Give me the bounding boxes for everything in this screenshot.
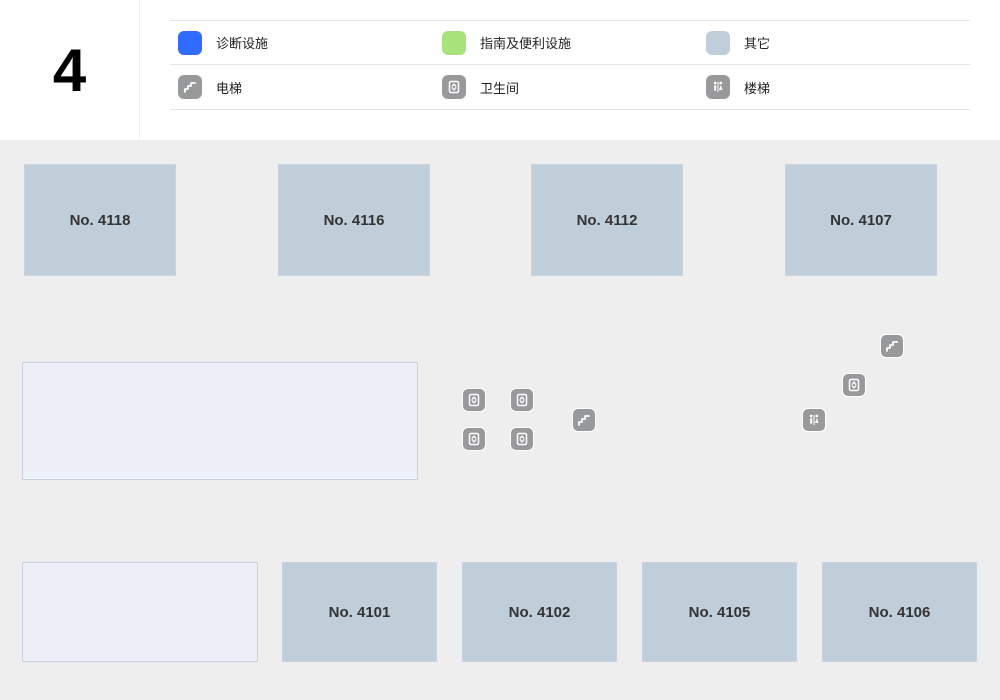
legend: 诊断设施 指南及便利设施 其它 电梯 卫生间 楼梯 bbox=[140, 0, 1000, 140]
room-label: No. 4101 bbox=[329, 604, 391, 621]
elevator-icon[interactable] bbox=[842, 373, 866, 397]
legend-row-1: 诊断设施 指南及便利设施 其它 bbox=[170, 20, 970, 65]
room-unlabeled[interactable] bbox=[22, 362, 418, 480]
floor-number: 4 bbox=[0, 0, 140, 140]
legend-label: 楼梯 bbox=[744, 78, 770, 97]
legend-item: 诊断设施 bbox=[170, 31, 434, 55]
room-no-4106[interactable]: No. 4106 bbox=[822, 562, 977, 662]
legend-swatch bbox=[178, 31, 202, 55]
room-label: No. 4105 bbox=[689, 604, 751, 621]
room-label: No. 4116 bbox=[324, 212, 385, 229]
legend-label: 其它 bbox=[744, 33, 770, 52]
header: 4 诊断设施 指南及便利设施 其它 电梯 卫生间 楼梯 bbox=[0, 0, 1000, 140]
legend-item: 其它 bbox=[698, 31, 962, 55]
floorplan: No. 4118 No. 4116 No. 4112 No. 4107 No. 4101… bbox=[0, 140, 1000, 700]
room-no-4102[interactable]: No. 4102 bbox=[462, 562, 617, 662]
room-unlabeled[interactable] bbox=[22, 562, 258, 662]
room-no-4105[interactable]: No. 4105 bbox=[642, 562, 797, 662]
legend-label: 指南及便利设施 bbox=[480, 33, 571, 52]
legend-item: 指南及便利设施 bbox=[434, 31, 698, 55]
room-label: No. 4112 bbox=[577, 212, 638, 229]
stairs-icon[interactable] bbox=[880, 334, 904, 358]
legend-item: 卫生间 bbox=[434, 75, 698, 99]
legend-swatch bbox=[442, 31, 466, 55]
room-label: No. 4102 bbox=[509, 604, 571, 621]
elevator-icon[interactable] bbox=[462, 388, 486, 412]
room-no-4112[interactable]: No. 4112 bbox=[531, 164, 683, 276]
elevator-icon[interactable] bbox=[510, 427, 534, 451]
restroom-icon[interactable] bbox=[802, 408, 826, 432]
room-no-4107[interactable]: No. 4107 bbox=[785, 164, 937, 276]
legend-row-2: 电梯 卫生间 楼梯 bbox=[170, 65, 970, 110]
legend-swatch bbox=[706, 31, 730, 55]
room-no-4118[interactable]: No. 4118 bbox=[24, 164, 176, 276]
elevator-icon bbox=[442, 75, 466, 99]
legend-label: 卫生间 bbox=[480, 78, 519, 97]
room-label: No. 4107 bbox=[830, 212, 892, 229]
room-label: No. 4106 bbox=[869, 604, 931, 621]
legend-label: 电梯 bbox=[216, 78, 242, 97]
elevator-icon[interactable] bbox=[510, 388, 534, 412]
room-no-4101[interactable]: No. 4101 bbox=[282, 562, 437, 662]
legend-label: 诊断设施 bbox=[216, 33, 268, 52]
room-label: No. 4118 bbox=[70, 212, 131, 229]
restroom-icon bbox=[706, 75, 730, 99]
stairs-icon bbox=[178, 75, 202, 99]
legend-item: 楼梯 bbox=[698, 75, 962, 99]
stairs-icon[interactable] bbox=[572, 408, 596, 432]
room-no-4116[interactable]: No. 4116 bbox=[278, 164, 430, 276]
elevator-icon[interactable] bbox=[462, 427, 486, 451]
legend-item: 电梯 bbox=[170, 75, 434, 99]
